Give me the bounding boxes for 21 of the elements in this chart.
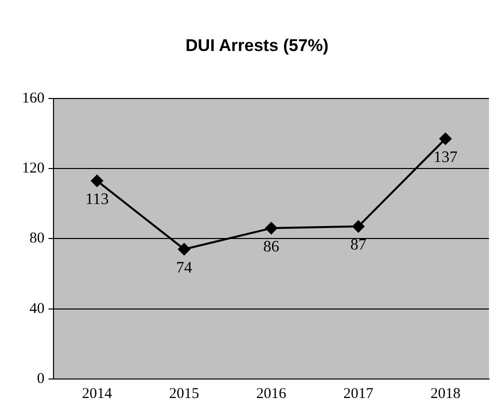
- x-tick-label: 2015: [169, 386, 200, 402]
- data-label: 86: [263, 238, 280, 256]
- point: [265, 222, 278, 234]
- point: [439, 132, 452, 145]
- x-tick-label: 2018: [430, 386, 460, 402]
- data-label: 113: [85, 191, 109, 208]
- x-tick-label: 2017: [343, 386, 374, 402]
- y-tick-label: 120: [22, 160, 44, 176]
- x-tick-label: 2016: [256, 386, 287, 402]
- chart-title: DUI Arrests (57%): [186, 36, 328, 55]
- point: [178, 243, 190, 256]
- y-tick-label: 80: [30, 230, 44, 247]
- data-label: 87: [350, 236, 366, 254]
- data-label: 74: [176, 259, 192, 276]
- data-label: 137: [433, 148, 458, 166]
- y-tick-label: 0: [37, 370, 44, 387]
- point: [352, 220, 364, 232]
- x-tick-label: 2014: [82, 386, 113, 402]
- y-tick-label: 160: [22, 90, 44, 106]
- point: [91, 174, 104, 187]
- y-tick-label: 40: [30, 300, 44, 317]
